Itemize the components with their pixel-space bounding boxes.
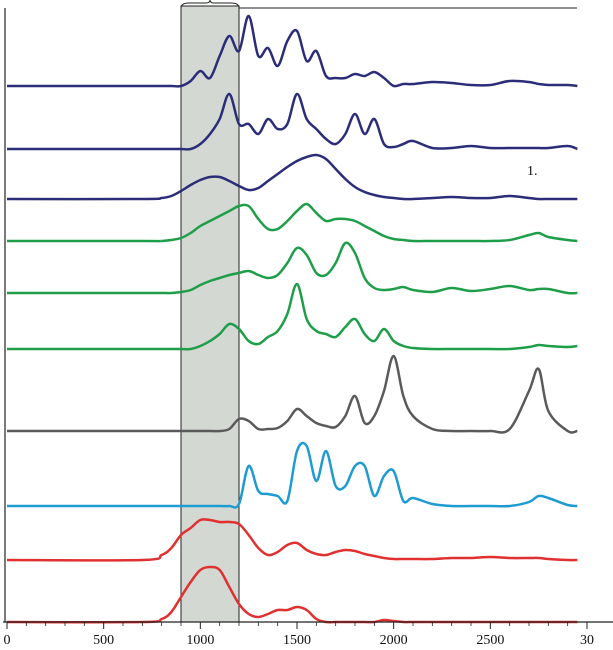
x-tick-label: 1500 xyxy=(283,633,311,648)
spectrum-line xyxy=(7,354,578,434)
spectrum-line xyxy=(6,565,578,624)
x-tick-label: 2000 xyxy=(380,633,408,648)
x-tick-label: 1000 xyxy=(186,633,214,648)
x-tick-label: 500 xyxy=(93,633,114,648)
x-tick-label: 0 xyxy=(4,633,11,648)
x-tick-label: 30 xyxy=(580,633,594,648)
spectrum-line xyxy=(6,14,578,88)
spectrum-line xyxy=(6,241,578,295)
spectrum-line xyxy=(7,441,578,509)
x-tick-label: 2500 xyxy=(476,633,504,648)
spectrum-line xyxy=(7,202,578,243)
brace xyxy=(180,0,240,9)
spectrum-line xyxy=(6,92,578,151)
spectrum-line xyxy=(7,282,578,351)
annotation: 1. xyxy=(527,164,538,179)
spectrum-line xyxy=(6,518,578,562)
spectrum-line xyxy=(6,153,578,201)
